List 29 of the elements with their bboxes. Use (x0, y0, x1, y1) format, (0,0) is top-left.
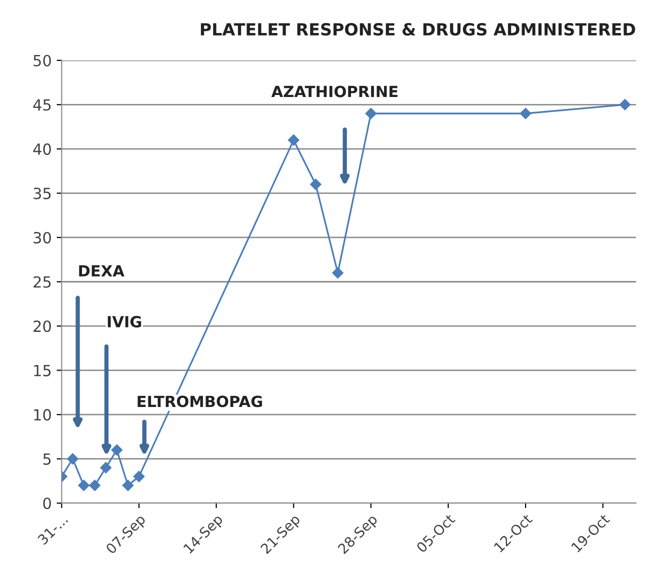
annotation: AZATHIOPRINE (271, 86, 398, 98)
point (78, 480, 90, 492)
y-tick-label: 10 (34, 409, 51, 421)
annotation: IVIG (108, 316, 142, 328)
y-tick-label: 50 (34, 54, 51, 66)
y-tick-label: 45 (33, 99, 51, 111)
y-tick-label: 40 (33, 143, 51, 155)
point (133, 470, 145, 482)
point (288, 134, 300, 146)
y-tick-label: 25 (34, 276, 51, 288)
annotation: ELTROMBOPAG (138, 396, 262, 408)
point (365, 108, 377, 120)
point (332, 267, 344, 278)
chart-title: PLATELET RESPONSE & DRUGS ADMINISTERED (200, 23, 636, 36)
point (111, 444, 122, 456)
y-tick-label: 35 (34, 188, 51, 200)
point (67, 453, 78, 464)
point (122, 480, 134, 492)
y-tick-label: 30 (34, 232, 51, 244)
point (100, 462, 112, 474)
point (520, 108, 532, 120)
y-tick-label: 20 (34, 320, 51, 332)
point (310, 178, 322, 190)
point (619, 99, 631, 110)
y-tick-label: 0 (43, 498, 51, 510)
y-tick-label: 15 (34, 364, 51, 376)
point (89, 480, 100, 492)
annotation: DEXA (79, 265, 124, 276)
y-tick-label: 5 (43, 454, 51, 465)
